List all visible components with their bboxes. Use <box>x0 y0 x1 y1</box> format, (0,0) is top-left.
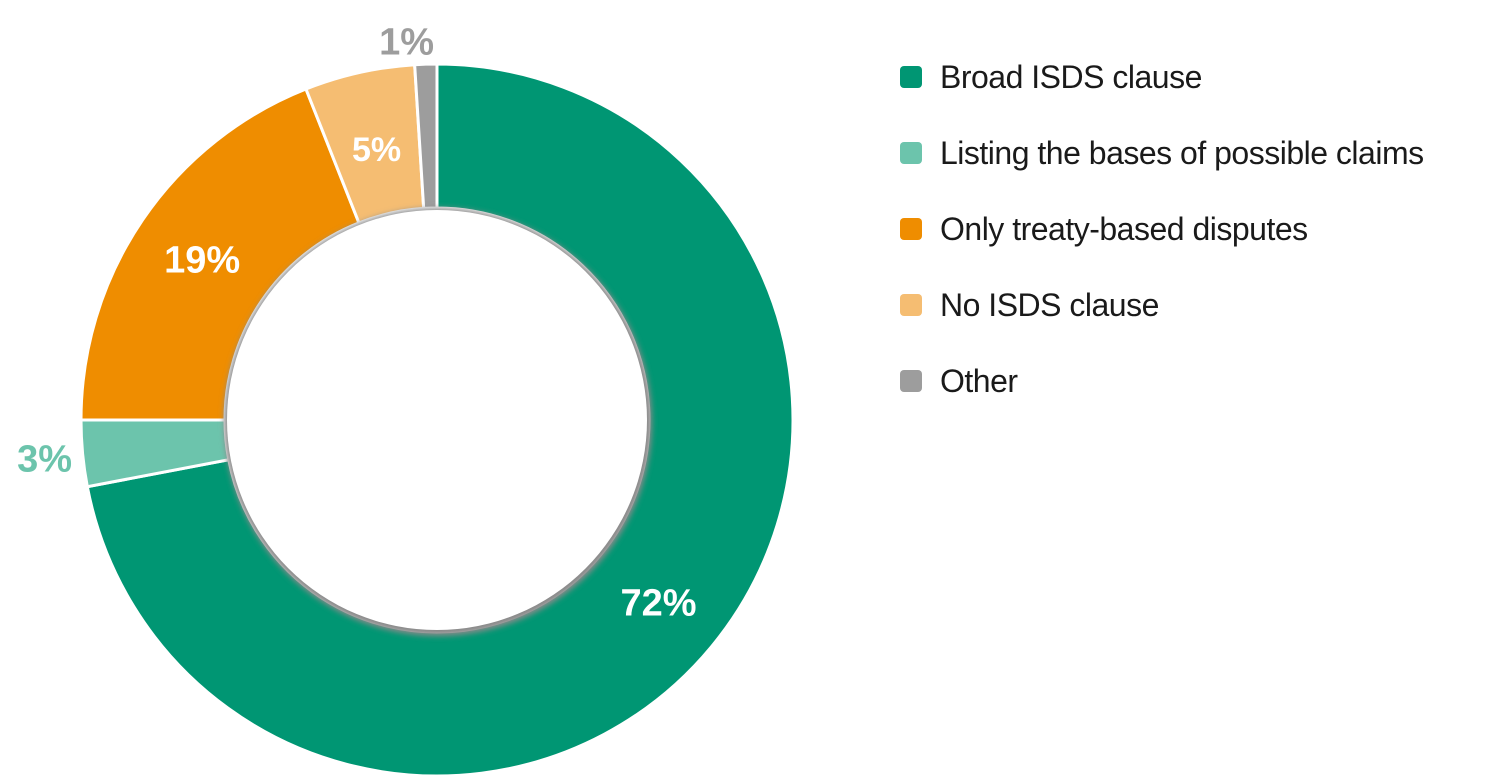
legend-swatch <box>900 66 922 88</box>
legend-item: Other <box>900 362 1424 400</box>
slice-other <box>413 62 439 211</box>
slice-label-other: 1% <box>379 22 434 64</box>
legend-swatch <box>900 370 922 392</box>
legend-swatch <box>900 142 922 164</box>
slice-label-listing-the-bases-of-possible-claims: 3% <box>17 439 72 481</box>
legend: Broad ISDS clause Listing the bases of po… <box>900 58 1424 438</box>
slice-label-no-isds-clause: 5% <box>352 131 401 169</box>
legend-label: Broad ISDS clause <box>940 58 1202 95</box>
legend-item: Broad ISDS clause <box>900 58 1424 96</box>
legend-label: Only treaty-based disputes <box>940 210 1308 247</box>
slice-label-broad-isds-clause: 72% <box>621 582 697 624</box>
donut-slices <box>79 62 795 776</box>
legend-item: No ISDS clause <box>900 286 1424 324</box>
legend-item: Only treaty-based disputes <box>900 210 1424 248</box>
legend-swatch <box>900 294 922 316</box>
legend-item: Listing the bases of possible claims <box>900 134 1424 172</box>
donut-hole <box>227 210 647 630</box>
donut-chart: 72% 3% 19% 5% 1% <box>17 22 795 776</box>
slice-labels: 72% 3% 19% 5% 1% <box>17 22 696 625</box>
legend-swatch <box>900 218 922 240</box>
legend-label: No ISDS clause <box>940 286 1159 323</box>
legend-label: Other <box>940 362 1018 399</box>
legend-label: Listing the bases of possible claims <box>940 134 1424 171</box>
slice-label-only-treaty-based-disputes: 19% <box>164 239 240 281</box>
